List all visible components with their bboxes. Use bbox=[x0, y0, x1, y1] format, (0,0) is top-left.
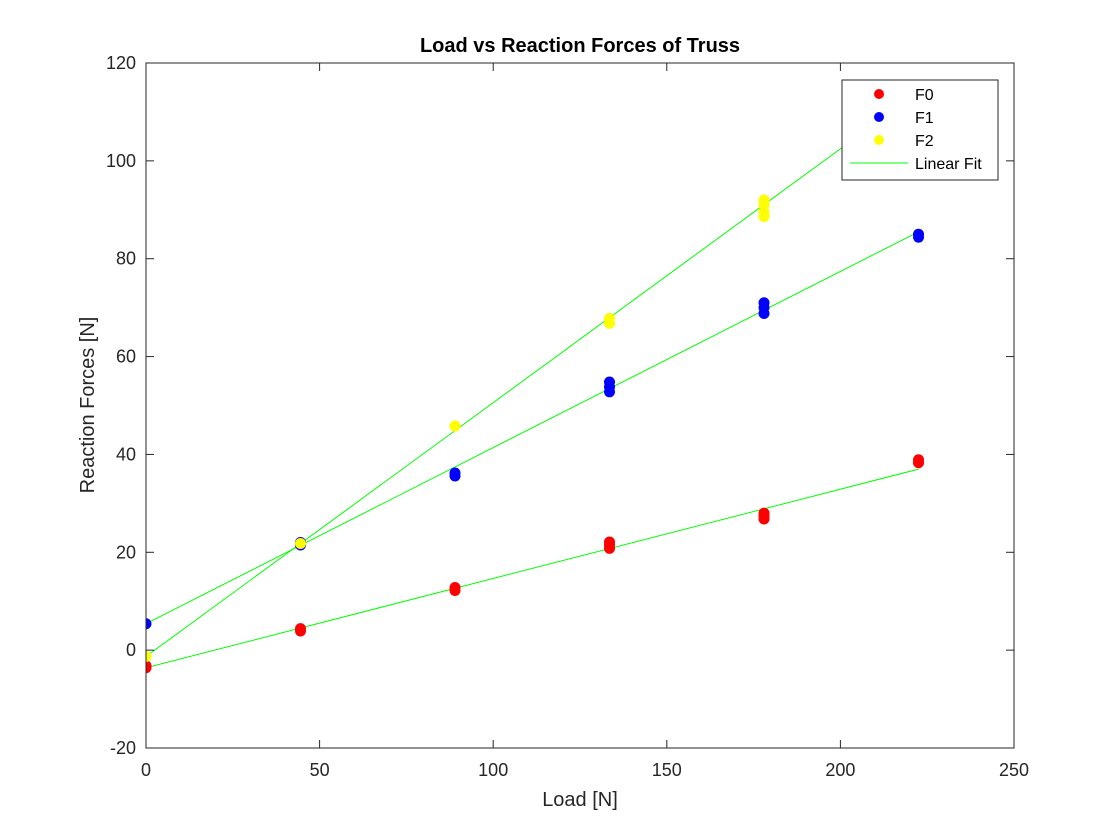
fit-line-f2 bbox=[146, 143, 848, 657]
legend-marker-f1 bbox=[874, 112, 884, 122]
legend-label-f2: F2 bbox=[915, 133, 934, 150]
legend-marker-f0 bbox=[874, 89, 884, 99]
legend-label-linear-fit: Linear Fit bbox=[915, 156, 982, 173]
plot-frame bbox=[145, 62, 1015, 749]
point-f0-11 bbox=[758, 507, 770, 519]
point-f1-12 bbox=[913, 228, 925, 240]
point-f2-8 bbox=[758, 194, 770, 206]
point-f2-2 bbox=[449, 420, 461, 432]
point-f1-7 bbox=[604, 376, 616, 388]
y-axis-ticks: -20 0 20 40 60 80 100 120 bbox=[106, 53, 1014, 758]
point-f0-5 bbox=[449, 582, 461, 594]
fit-line-f1 bbox=[146, 231, 919, 625]
y-tick-label-2: 20 bbox=[116, 542, 136, 562]
point-f1-10 bbox=[758, 297, 770, 309]
point-f0-1 bbox=[146, 660, 152, 672]
x-axis-ticks: 0 50 100 150 200 250 bbox=[141, 63, 1029, 780]
point-f2-4 bbox=[604, 312, 616, 324]
linear-fit-lines bbox=[146, 143, 919, 669]
legend-marker-f2 bbox=[874, 135, 884, 145]
fit-line-f0 bbox=[146, 468, 919, 669]
point-f1-4 bbox=[449, 467, 461, 479]
y-tick-label-0: -20 bbox=[110, 738, 136, 758]
x-tick-label-4: 200 bbox=[825, 760, 855, 780]
legend-label-f0: F0 bbox=[915, 87, 934, 104]
point-f2-0 bbox=[146, 651, 152, 663]
y-tick-label-4: 60 bbox=[116, 347, 136, 367]
y-tick-label-6: 100 bbox=[106, 151, 136, 171]
point-f0-13 bbox=[913, 454, 925, 466]
y-tick-label-1: 0 bbox=[126, 640, 136, 660]
legend-label-f1: F1 bbox=[915, 110, 934, 127]
x-tick-label-2: 100 bbox=[478, 760, 508, 780]
point-f0-8 bbox=[604, 536, 616, 548]
x-tick-label-3: 150 bbox=[652, 760, 682, 780]
y-tick-label-7: 120 bbox=[106, 53, 136, 73]
legend: F0 F1 F2 Linear Fit bbox=[841, 79, 999, 181]
x-tick-label-5: 250 bbox=[999, 760, 1029, 780]
point-f2-1 bbox=[295, 537, 307, 549]
y-tick-label-5: 80 bbox=[116, 249, 136, 269]
x-tick-label-0: 0 bbox=[141, 760, 151, 780]
data-points bbox=[146, 194, 925, 674]
chart-title: Load vs Reaction Forces of Truss bbox=[420, 35, 740, 57]
x-tick-label-1: 50 bbox=[310, 760, 330, 780]
y-tick-label-3: 40 bbox=[116, 444, 136, 464]
point-f1-0 bbox=[146, 618, 152, 630]
point-f0-3 bbox=[295, 623, 307, 635]
x-axis-label: Load [N] bbox=[542, 789, 618, 811]
y-axis-label: Reaction Forces [N] bbox=[77, 317, 99, 494]
